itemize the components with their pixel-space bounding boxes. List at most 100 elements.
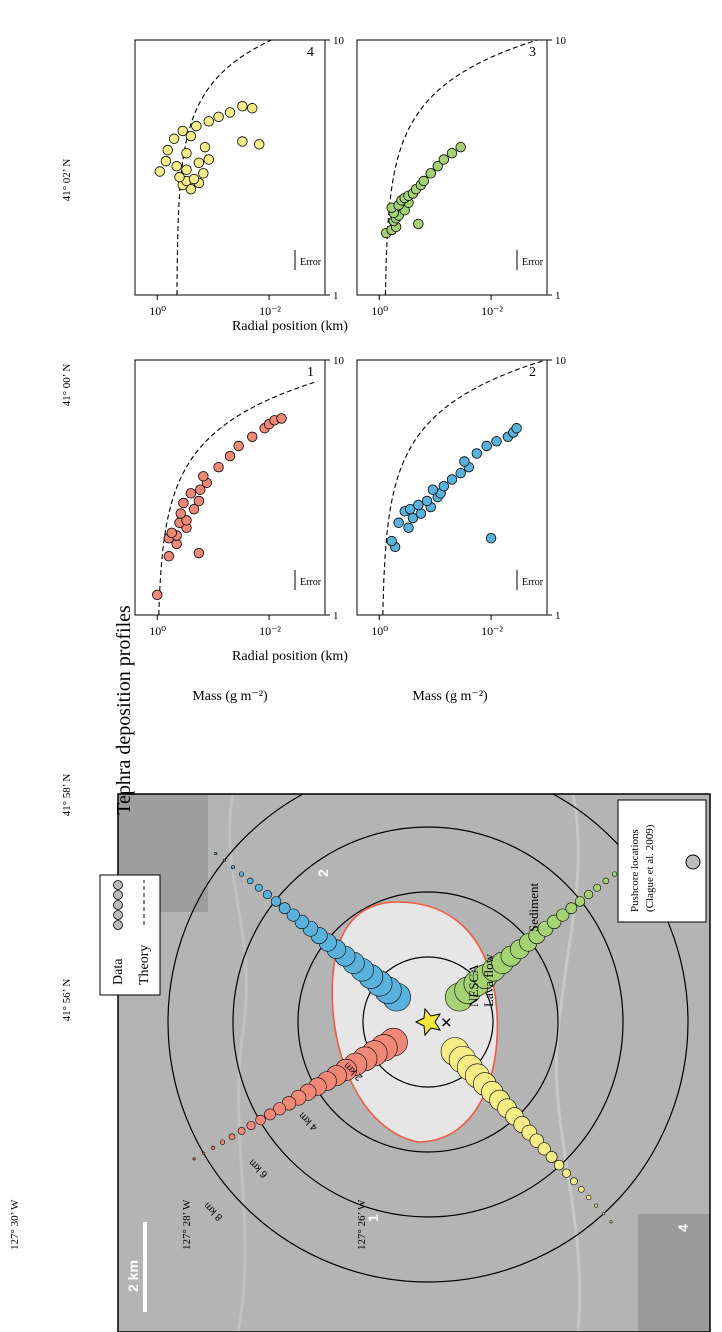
- data-point: [237, 101, 248, 112]
- data-point: [413, 499, 424, 511]
- data-point: [427, 484, 439, 495]
- data-point: [203, 116, 214, 127]
- data-point: [171, 160, 182, 172]
- vent-star-icon: [414, 1007, 442, 1037]
- transect-1-pushcore: [219, 1139, 226, 1145]
- lava-label-2: Lava flow: [481, 953, 496, 1007]
- ylabel-top: Mass (g m⁻²): [192, 689, 268, 704]
- data-point: [195, 484, 206, 495]
- bathymetry-map: × NESCA Lava flow Sediment 2 km 4 km 6 k…: [117, 793, 711, 1332]
- y-tick-label-1: 10⁰: [149, 304, 166, 318]
- lon-label-0: 127° 30’ W: [9, 1199, 21, 1250]
- theory-curve: [176, 39, 272, 296]
- transect-2-pushcore: [238, 871, 245, 877]
- theory-curve: [382, 359, 546, 616]
- legend-dot-3: [113, 890, 123, 900]
- transect-2-pushcore: [270, 896, 282, 907]
- x-tick-label-10: 10: [333, 35, 345, 47]
- x-tick-label-10: 10: [333, 355, 345, 367]
- transect-2-pushcore: [246, 877, 254, 885]
- sediment-label: Sediment: [526, 883, 541, 932]
- lon-label-1: 127° 28’ W: [181, 1199, 193, 1250]
- data-point: [181, 147, 192, 159]
- data-point: [193, 495, 205, 507]
- legend-dot-4: [113, 880, 123, 890]
- transect-1-pushcore: [211, 1145, 216, 1150]
- data-point: [166, 527, 177, 539]
- error-label: Error: [300, 577, 322, 588]
- pushcore-marker-icon: [685, 854, 701, 870]
- data-point: [163, 551, 175, 562]
- data-point: [413, 218, 424, 230]
- transect-3-pushcore: [602, 877, 610, 885]
- transect-4-pushcore: [537, 1142, 551, 1156]
- panel-number: 2: [529, 365, 536, 380]
- data-point: [404, 503, 416, 515]
- transect-4-pushcore: [570, 1177, 578, 1186]
- data-point: [438, 480, 450, 492]
- x-mark-icon: ×: [436, 1017, 458, 1028]
- y-tick-label-2: 10⁻²: [481, 624, 503, 638]
- data-point: [418, 175, 429, 187]
- plot-frame: [134, 39, 326, 296]
- lat-label-3: 41° 56’ N: [61, 979, 73, 1022]
- chart-panel-1: 1 10 10⁰ 10⁻² 1 Error: [134, 355, 345, 638]
- data-point: [193, 157, 205, 168]
- transect-1-pushcore: [264, 1108, 276, 1121]
- data-point: [199, 141, 211, 153]
- chart-panel-4: 1 10 10⁰ 10⁻² 4 Error: [134, 35, 345, 318]
- pushcore-label-1: Pushcore locations: [629, 829, 641, 912]
- data-point: [213, 111, 224, 122]
- x-tick-label-1: 1: [333, 290, 339, 302]
- transect-1-pushcore: [255, 1114, 266, 1126]
- transect-2-pushcore: [262, 890, 272, 900]
- data-point: [485, 533, 497, 544]
- theory-curve: [384, 39, 538, 296]
- transect-4-pushcore: [602, 1212, 606, 1216]
- plot-frame: [356, 39, 548, 296]
- data-point: [276, 413, 287, 424]
- x-tick-label-1: 1: [333, 610, 339, 622]
- y-tick-label-2: 10⁻²: [481, 304, 503, 318]
- transect-3-pushcore: [574, 896, 586, 907]
- xlabel-left: Radial position (km): [232, 649, 348, 664]
- data-point: [237, 136, 248, 147]
- data-point: [188, 503, 200, 515]
- data-point: [181, 515, 192, 526]
- data-point: [455, 141, 466, 153]
- data-point: [438, 154, 450, 165]
- transect-2-pushcore: [286, 908, 300, 922]
- transect-4-pushcore: [594, 1203, 599, 1208]
- data-point: [403, 522, 414, 533]
- y-tick-label-1: 10⁰: [149, 624, 166, 638]
- data-point: [213, 461, 224, 473]
- lava-label-1: NESCA: [466, 964, 481, 1007]
- transect-2-pushcore: [214, 852, 218, 856]
- transect-1-pushcore: [246, 1120, 256, 1131]
- transect-1-pushcore: [228, 1133, 236, 1140]
- data-point: [224, 450, 236, 462]
- data-point: [181, 164, 192, 175]
- data-point: [191, 120, 202, 132]
- data-point: [455, 467, 466, 479]
- transect-4-pushcore: [586, 1194, 592, 1201]
- data-point: [162, 144, 173, 156]
- scale-bar: [143, 1222, 147, 1312]
- error-label: Error: [522, 257, 544, 268]
- transect-1-label: 1: [365, 1214, 381, 1222]
- data-point: [198, 471, 209, 482]
- transect-2-pushcore: [278, 902, 291, 915]
- data-point: [152, 589, 163, 601]
- data-point: [174, 171, 185, 183]
- transect-4-pushcore: [578, 1186, 585, 1193]
- data-point: [160, 155, 172, 167]
- y-tick-label-2: 10⁻²: [259, 624, 281, 638]
- data-point: [154, 166, 166, 177]
- data-point: [471, 448, 483, 459]
- transect-2-pushcore: [222, 858, 226, 862]
- lon-label-2: 127° 26’ W: [356, 1199, 368, 1250]
- x-tick-label-10: 10: [555, 355, 567, 367]
- transect-2-pushcore: [231, 865, 235, 870]
- transect-3-pushcore: [611, 871, 618, 877]
- data-point: [177, 125, 188, 137]
